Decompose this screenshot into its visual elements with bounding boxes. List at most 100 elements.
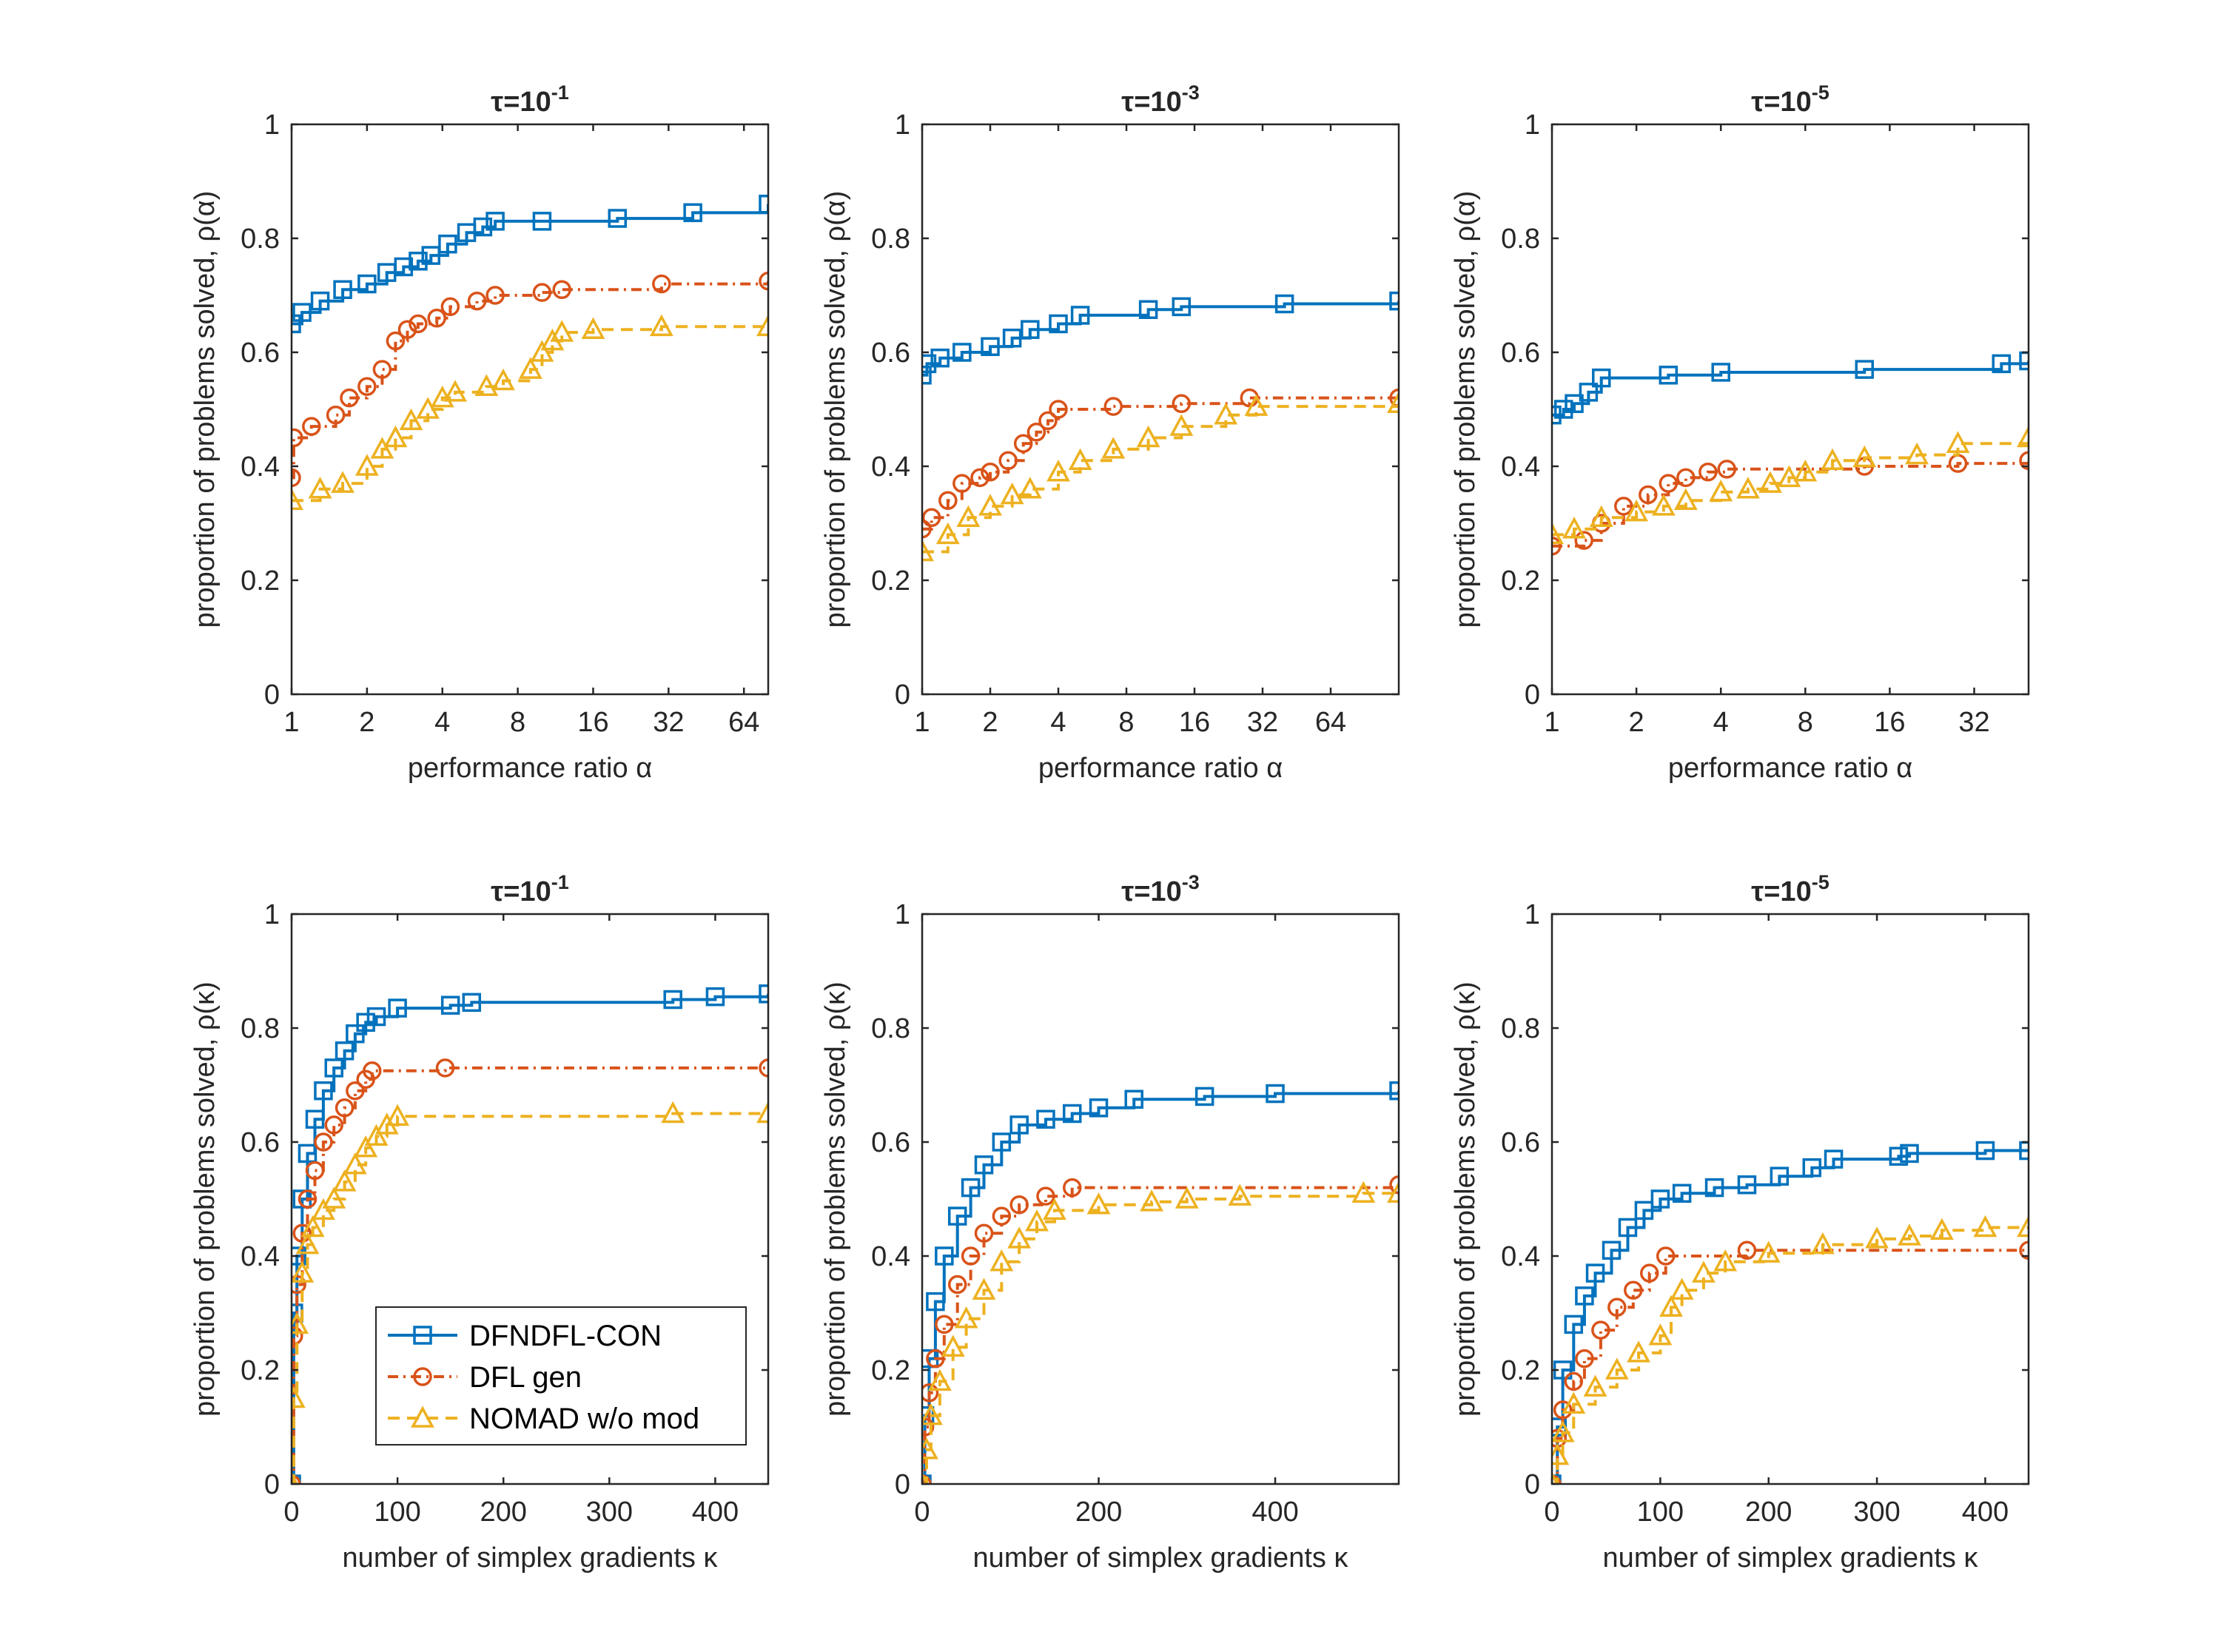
series-nomad-w-o-mod-point	[1552, 1420, 1575, 1443]
series-dfl-gen-point	[292, 1275, 306, 1295]
y-tick-label: 1	[895, 899, 910, 930]
series-dfl-gen-point	[2019, 451, 2029, 471]
series-dfl-gen-point	[335, 1098, 355, 1118]
y-tick-label: 0.2	[1501, 1355, 1540, 1386]
x-tick-label: 2	[359, 707, 374, 738]
x-tick-label: 32	[1247, 707, 1278, 738]
series-nomad-w-o-mod-point	[1905, 442, 1929, 465]
series-nomad-w-o-mod-point	[322, 1186, 346, 1209]
series-dfl-gen-line	[292, 281, 768, 480]
series-dfl-gen-point	[440, 297, 460, 317]
series-dfl-gen-point	[992, 1206, 1012, 1226]
series-nomad-w-o-mod-point	[1136, 425, 1160, 448]
series-dfndfl-con-point	[1824, 1149, 1844, 1169]
series-dfndfl-con-point	[366, 1007, 386, 1027]
y-tick-label: 0	[264, 679, 280, 711]
series-dfl-gen-line	[922, 1184, 1399, 1484]
y-tick-label: 0.8	[241, 1013, 280, 1044]
y-tick-label: 1	[264, 110, 280, 141]
x-tick-label: 64	[1315, 707, 1346, 738]
series-dfndfl-con-point	[1194, 1087, 1214, 1107]
series-group	[922, 291, 1399, 562]
y-tick-label: 0	[895, 1469, 910, 1500]
y-tick-label: 0	[1525, 1469, 1540, 1500]
series-dfl-gen-point	[961, 1246, 981, 1266]
series-dfl-gen-point	[1737, 1240, 1757, 1260]
y-tick-label: 0.2	[241, 1355, 280, 1386]
series-nomad-w-o-mod-point	[935, 522, 960, 545]
chart-title-base: τ=10	[1121, 87, 1181, 118]
series-dfl-gen-point	[292, 468, 301, 488]
series-nomad-w-o-mod-point	[343, 1152, 367, 1175]
series-dfl-gen-point	[305, 1161, 325, 1181]
series-nomad-w-o-mod-point	[649, 314, 673, 337]
series-dfl-gen-point	[970, 468, 989, 488]
series-dfndfl-con-point	[1138, 300, 1158, 319]
series-nomad-w-o-mod-point	[331, 471, 355, 493]
series-nomad-w-o-mod-point	[2017, 1215, 2029, 1238]
series-dfndfl-con-point	[324, 1058, 343, 1078]
x-tick-label: 100	[374, 1497, 420, 1528]
series-dfndfl-con-point	[1900, 1144, 1919, 1164]
series-nomad-w-o-mod-point	[956, 505, 981, 528]
x-tick-label: 200	[480, 1497, 527, 1528]
series-dfl-gen-point	[922, 519, 932, 539]
series-nomad-w-o-mod-point	[1627, 1340, 1651, 1363]
y-tick-label: 0.6	[1501, 1127, 1540, 1158]
x-tick-label: 100	[1637, 1497, 1684, 1528]
series-dfndfl-con-point	[298, 1144, 317, 1164]
series-nomad-w-o-mod-point	[1007, 1226, 1032, 1249]
chart-title: τ=10-1	[491, 81, 568, 118]
series-dfl-gen-point	[292, 1326, 303, 1346]
x-tick-label: 4	[1713, 707, 1729, 738]
series-nomad-w-o-mod-point	[474, 374, 499, 396]
legend-item: DFNDFL-CON	[388, 1320, 662, 1352]
series-nomad-w-o-mod-point	[1736, 477, 1760, 499]
series-nomad-w-o-mod-point	[1946, 431, 1970, 453]
x-tick-label: 64	[728, 707, 759, 738]
series-nomad-w-o-mod-line	[1552, 437, 2029, 537]
series-nomad-w-o-mod-point	[1709, 479, 1733, 502]
series-nomad-w-o-mod-point	[1865, 1226, 1889, 1249]
axes-box	[921, 123, 1400, 696]
series-dfl-gen-point	[935, 1314, 954, 1334]
series-dfl-gen-point	[1607, 1297, 1627, 1317]
chart-panel-perf_tau5: 1 2 4 8 16 32 0 0.2 0.4 0.6 0.8 1 τ=10-5 performance …	[1450, 81, 2030, 784]
series-dfl-gen-point	[302, 417, 321, 436]
series-nomad-w-o-mod-point	[518, 357, 542, 379]
y-tick-label: 0.8	[871, 224, 910, 255]
series-dfndfl-con-line	[922, 1090, 1399, 1484]
series-dfndfl-con-point	[346, 1024, 365, 1044]
chart-panel-data_tau5: 0 100 200 300 400 0 0.2 0.4 0.6 0.8 1 τ=10-5 number …	[1450, 871, 2030, 1574]
series-dfl-gen-point	[485, 286, 505, 305]
series-dfndfl-con-point	[1049, 314, 1068, 334]
series-nomad-w-o-mod-point	[1793, 460, 1818, 482]
series-dfndfl-con-point	[1634, 1201, 1654, 1220]
series-dfndfl-con-point	[663, 990, 682, 1010]
series-dfndfl-con-point	[1070, 306, 1090, 325]
series-dfndfl-con-point	[608, 209, 628, 228]
series-dfl-gen-point	[1009, 1195, 1029, 1215]
series-nomad-w-o-mod-point	[1244, 394, 1269, 416]
y-tick-label: 0.2	[1501, 565, 1540, 597]
series-dfl-gen-point	[552, 280, 571, 300]
series-dfndfl-con-point	[1602, 1240, 1622, 1260]
chart-title-exponent: -1	[551, 81, 569, 104]
legend-marker	[411, 1406, 434, 1428]
series-dfl-gen-point	[922, 508, 941, 528]
series-nomad-w-o-mod-point	[1101, 437, 1126, 459]
series-nomad-w-o-mod-point	[1758, 471, 1782, 493]
series-dfl-gen-point	[1676, 468, 1696, 488]
y-tick-label: 0.6	[871, 1127, 910, 1158]
panels: 1 2 4 8 16 32 6400.20.40.60.81τ=10-1performanc…	[189, 81, 2030, 1574]
series-dfndfl-con-point	[1889, 1146, 1909, 1166]
series-dfndfl-con-point	[1585, 1263, 1605, 1283]
series-dfndfl-con-point	[1266, 1084, 1285, 1104]
series-nomad-w-o-mod-point	[1214, 403, 1238, 425]
series-dfl-gen-point	[1656, 1246, 1676, 1266]
x-tick-label: 8	[510, 707, 525, 738]
series-nomad-w-o-mod-point	[1552, 522, 1564, 545]
chart-title-exponent: -3	[1182, 81, 1200, 104]
chart-title: τ=10-5	[1751, 81, 1829, 118]
